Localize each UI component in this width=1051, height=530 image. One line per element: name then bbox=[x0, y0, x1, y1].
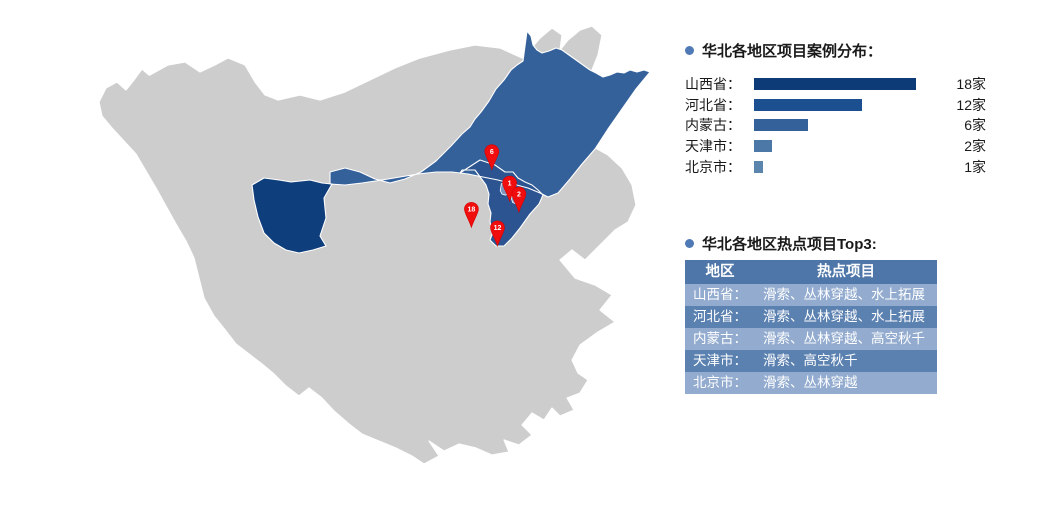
svg-text:18: 18 bbox=[468, 207, 476, 214]
svg-text:12: 12 bbox=[494, 225, 502, 232]
svg-text:1: 1 bbox=[508, 180, 512, 187]
svg-text:2: 2 bbox=[517, 191, 521, 198]
svg-text:6: 6 bbox=[490, 149, 494, 156]
